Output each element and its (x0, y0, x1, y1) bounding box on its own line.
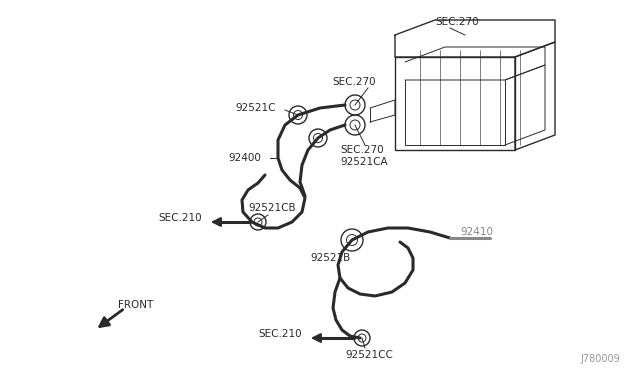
Text: 92400: 92400 (228, 153, 261, 163)
Text: SEC.270: SEC.270 (332, 77, 376, 87)
Text: SEC.270: SEC.270 (435, 17, 479, 27)
Text: 92521CA: 92521CA (340, 157, 388, 167)
Text: 92410: 92410 (460, 227, 493, 237)
Text: SEC.210: SEC.210 (158, 213, 202, 223)
Text: SEC.270: SEC.270 (340, 145, 383, 155)
Text: 92521CC: 92521CC (345, 350, 393, 360)
Text: 92521CB: 92521CB (248, 203, 296, 213)
Text: SEC.210: SEC.210 (258, 329, 301, 339)
Text: J780009: J780009 (580, 354, 620, 364)
Text: 92521B: 92521B (310, 253, 350, 263)
Text: FRONT: FRONT (118, 300, 153, 310)
Text: 92521C: 92521C (235, 103, 275, 113)
